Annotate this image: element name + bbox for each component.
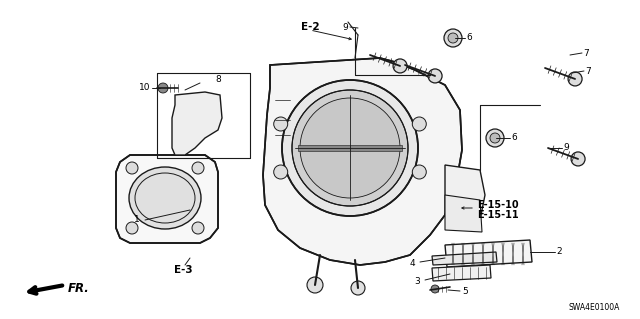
Circle shape bbox=[126, 222, 138, 234]
Circle shape bbox=[428, 69, 442, 83]
Circle shape bbox=[431, 285, 439, 293]
Circle shape bbox=[126, 162, 138, 174]
Polygon shape bbox=[432, 252, 497, 265]
Polygon shape bbox=[172, 92, 222, 155]
Circle shape bbox=[444, 29, 462, 47]
Circle shape bbox=[307, 277, 323, 293]
Text: 6: 6 bbox=[511, 133, 516, 143]
Circle shape bbox=[568, 72, 582, 86]
Circle shape bbox=[393, 59, 407, 73]
Circle shape bbox=[571, 152, 585, 166]
Text: E-2: E-2 bbox=[301, 22, 319, 32]
Circle shape bbox=[292, 90, 408, 206]
Text: 10: 10 bbox=[138, 84, 150, 93]
Text: 5: 5 bbox=[462, 286, 468, 295]
Polygon shape bbox=[445, 195, 482, 232]
Circle shape bbox=[412, 117, 426, 131]
Circle shape bbox=[448, 33, 458, 43]
Polygon shape bbox=[445, 240, 532, 267]
Circle shape bbox=[274, 165, 288, 179]
Text: 1: 1 bbox=[134, 216, 140, 225]
Polygon shape bbox=[298, 145, 402, 151]
Text: 3: 3 bbox=[414, 277, 420, 286]
Circle shape bbox=[192, 162, 204, 174]
Circle shape bbox=[300, 98, 400, 198]
Polygon shape bbox=[263, 58, 462, 265]
Circle shape bbox=[274, 117, 288, 131]
Circle shape bbox=[486, 129, 504, 147]
Text: FR.: FR. bbox=[68, 281, 90, 294]
Text: 4: 4 bbox=[410, 258, 415, 268]
Text: E-3: E-3 bbox=[173, 265, 192, 275]
Ellipse shape bbox=[129, 167, 201, 229]
Polygon shape bbox=[432, 265, 491, 281]
Text: E-15-11: E-15-11 bbox=[477, 210, 518, 220]
Text: E-15-10: E-15-10 bbox=[477, 200, 518, 210]
Text: 9: 9 bbox=[342, 23, 348, 32]
Polygon shape bbox=[445, 165, 485, 220]
Circle shape bbox=[282, 80, 418, 216]
Text: 7: 7 bbox=[585, 66, 591, 76]
Circle shape bbox=[351, 281, 365, 295]
Circle shape bbox=[158, 83, 168, 93]
Circle shape bbox=[490, 133, 500, 143]
Text: SWA4E0100A: SWA4E0100A bbox=[568, 303, 620, 313]
Text: 9: 9 bbox=[563, 144, 569, 152]
Circle shape bbox=[412, 165, 426, 179]
Text: 6: 6 bbox=[466, 33, 472, 42]
Circle shape bbox=[192, 222, 204, 234]
Text: 8: 8 bbox=[215, 76, 221, 85]
Text: 7: 7 bbox=[583, 48, 589, 57]
Text: 2: 2 bbox=[556, 248, 562, 256]
Polygon shape bbox=[116, 155, 218, 243]
